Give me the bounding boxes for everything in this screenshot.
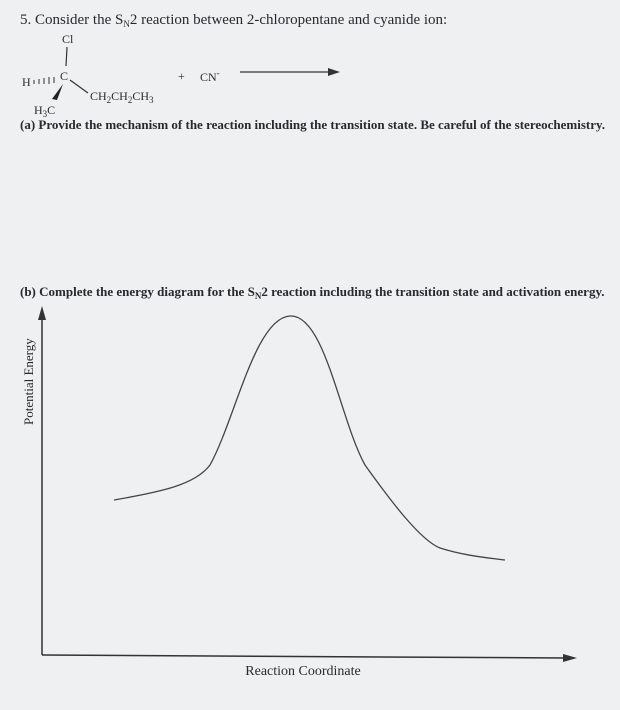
methyl-part: H	[34, 103, 43, 117]
hash-wedge	[33, 77, 55, 84]
x-axis-arrow	[563, 654, 577, 662]
arrow-head	[328, 68, 340, 76]
question-header: 5. Consider the SN2 reaction between 2-c…	[20, 12, 447, 29]
header-suffix: 2 reaction between 2-chloropentane and c…	[130, 12, 447, 28]
chain-part: CH	[90, 89, 107, 103]
part-b-subscript: N	[255, 291, 262, 301]
header-subscript: N	[123, 19, 130, 29]
carbon: C	[60, 69, 68, 83]
solid-wedge	[52, 84, 63, 100]
hydrogen: H	[22, 75, 31, 89]
part-a: (a) Provide the mechanism of the reactio…	[20, 117, 605, 132]
chain-part: CH	[111, 89, 128, 103]
methyl: H3C	[34, 103, 55, 119]
part-b: (b) Complete the energy diagram for the …	[20, 284, 605, 301]
header-prefix: 5. Consider the S	[20, 12, 123, 28]
plus: +	[178, 69, 185, 83]
chain-sub: 3	[149, 95, 154, 105]
part-b-prefix: (b) Complete the energy diagram for the …	[20, 284, 255, 299]
c-chain-bond	[69, 79, 89, 94]
y-axis-label: Potential Energy	[21, 338, 36, 425]
x-axis-label: Reaction Coordinate	[245, 664, 360, 679]
chain-sub: 2	[107, 95, 112, 105]
cyanide: CN-	[200, 68, 220, 84]
chlorine: Cl	[62, 32, 74, 46]
part-b-suffix: 2 reaction including the transition stat…	[261, 284, 604, 299]
x-axis	[41, 654, 566, 659]
charge: -	[217, 68, 220, 78]
chain-sub: 2	[128, 95, 133, 105]
nucleophile: CN	[200, 70, 217, 84]
methyl-sub: 3	[43, 109, 48, 119]
c-cl-bond	[65, 46, 68, 67]
y-axis-arrow	[38, 306, 46, 320]
methyl-part: C	[47, 103, 55, 117]
chain-part: CH	[132, 89, 149, 103]
energy-curve	[113, 315, 506, 561]
propyl-chain: CH2CH2CH3	[90, 89, 154, 105]
